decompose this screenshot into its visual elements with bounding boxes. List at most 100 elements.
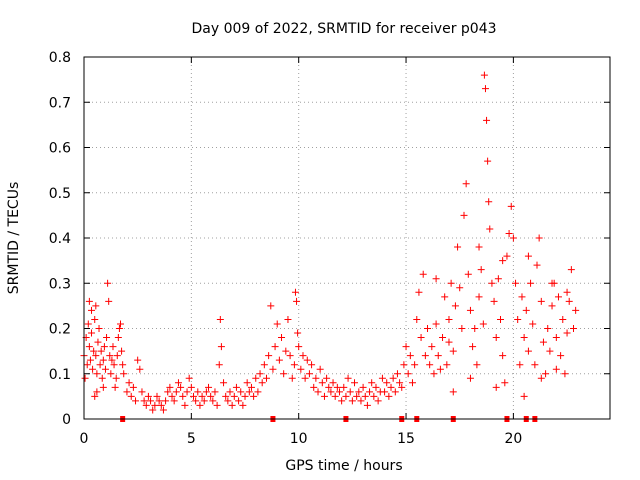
data-point (355, 388, 363, 396)
data-point (134, 356, 142, 364)
data-point (351, 379, 359, 387)
y-tick-label: 0.8 (49, 50, 71, 66)
data-point (552, 334, 560, 342)
data-point (567, 266, 575, 274)
data-point (290, 361, 298, 369)
data-point (546, 347, 554, 355)
data-point (250, 392, 258, 400)
data-point (497, 315, 505, 323)
data-point (548, 279, 556, 287)
data-point (89, 365, 97, 373)
data-point (333, 383, 341, 391)
data-point (475, 243, 483, 251)
data-point (411, 361, 419, 369)
y-tick-label: 0.7 (49, 95, 71, 111)
data-point (96, 361, 104, 369)
data-point (492, 334, 500, 342)
data-point (524, 347, 532, 355)
data-point (118, 347, 126, 355)
data-point (90, 347, 98, 355)
data-point (120, 370, 128, 378)
data-point (211, 388, 219, 396)
data-point (147, 397, 155, 405)
data-point (524, 252, 532, 260)
data-point (93, 388, 101, 396)
data-point (445, 338, 453, 346)
data-point (192, 397, 200, 405)
data-point (331, 392, 339, 400)
data-point (207, 392, 215, 400)
data-point (447, 279, 455, 287)
data-point (327, 388, 335, 396)
data-point (570, 325, 578, 332)
data-point (314, 388, 322, 396)
data-point (209, 397, 217, 405)
data-point (216, 315, 224, 323)
data-point (235, 397, 243, 405)
data-point (537, 374, 545, 382)
data-point (378, 374, 386, 382)
data-point (464, 270, 472, 278)
data-point (215, 361, 223, 369)
data-point (194, 388, 202, 396)
data-point (85, 343, 93, 351)
data-point (529, 320, 537, 328)
data-point (344, 374, 352, 382)
data-point (114, 334, 122, 342)
data-point (400, 361, 408, 369)
data-point (544, 325, 552, 332)
data-point (509, 234, 517, 242)
data-point (383, 379, 391, 387)
data-point (149, 406, 157, 414)
data-point (520, 334, 528, 342)
data-point (136, 365, 144, 373)
data-point (286, 352, 294, 360)
data-point (445, 315, 453, 323)
data-point (105, 297, 113, 305)
data-point (572, 306, 580, 314)
data-point (417, 334, 425, 342)
data-point (205, 383, 213, 391)
data-point (512, 279, 520, 287)
data-point (353, 392, 361, 400)
y-tick-label: 0 (62, 412, 71, 428)
data-point (449, 347, 457, 355)
data-point (338, 397, 346, 405)
data-point (563, 288, 571, 296)
data-point (258, 379, 266, 387)
data-point (359, 383, 367, 391)
data-point (301, 374, 309, 382)
plot-frame (83, 56, 611, 420)
data-point (187, 383, 195, 391)
data-point (421, 352, 429, 360)
data-point (269, 365, 277, 373)
data-point (119, 361, 127, 369)
y-tick-label: 0.1 (49, 367, 71, 383)
data-point (92, 302, 100, 310)
data-point (198, 392, 206, 400)
data-point (202, 388, 210, 396)
data-point (278, 334, 286, 342)
data-point (441, 293, 449, 301)
data-point (565, 297, 573, 305)
data-point (520, 392, 528, 400)
data-point (297, 365, 305, 373)
data-point (179, 392, 187, 400)
data-point (239, 401, 247, 409)
data-point (408, 379, 416, 387)
data-point (247, 383, 255, 391)
data-point (200, 397, 208, 405)
data-point (267, 302, 275, 310)
data-point (91, 315, 99, 323)
data-point (168, 392, 176, 400)
data-point (325, 383, 333, 391)
data-point (177, 383, 185, 391)
data-point (305, 370, 313, 378)
data-point (518, 293, 526, 301)
data-point (466, 374, 474, 382)
data-point (503, 252, 511, 260)
data-point (443, 361, 451, 369)
data-point (346, 388, 354, 396)
y-axis-label: SRMTID / TECUs (6, 182, 22, 295)
data-point (138, 388, 146, 396)
